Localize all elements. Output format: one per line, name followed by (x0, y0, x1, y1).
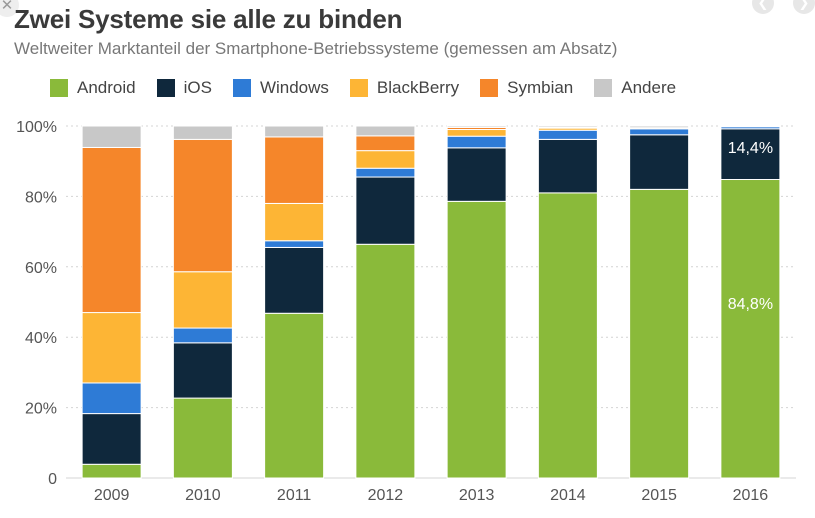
chart-title: Zwei Systeme sie alle zu binden (14, 4, 403, 34)
bar-segment-andere-2012 (355, 125, 416, 137)
bar-segment-windows-2015 (629, 128, 690, 136)
bar-segment-android-2010 (172, 397, 233, 479)
bar-segment-ios-2011 (264, 246, 325, 314)
x-tick-label: 2009 (94, 487, 130, 504)
bar-segment-android-2013 (446, 200, 507, 479)
legend-item-symbian: Symbian (480, 78, 573, 98)
x-tick-label: 2016 (733, 487, 769, 504)
bar-segment-symbian-2011 (264, 136, 325, 204)
bar-segment-andere-2009 (81, 125, 142, 148)
chart-subtitle: Weltweiter Marktanteil der Smartphone-Be… (14, 39, 618, 58)
bar-segment-windows-2012 (355, 167, 416, 178)
bar-segment-ios-2014 (537, 138, 598, 194)
bar-segment-andere-2013 (446, 125, 507, 128)
x-tick-label: 2011 (277, 487, 312, 504)
y-tick-label: 0 (48, 471, 57, 488)
legend-swatch (156, 79, 175, 97)
bar-segment-ios-2015 (629, 134, 690, 190)
legend-label: Andere (621, 78, 677, 97)
legend-label: BlackBerry (376, 78, 460, 97)
legend-label: Symbian (507, 78, 574, 97)
y-tick-label: 40% (25, 330, 57, 347)
legend-swatch (594, 79, 613, 97)
bar-segment-symbian-2009 (81, 146, 142, 314)
bar-segment-blackberry-2009 (81, 312, 142, 384)
legend-label: Windows (259, 78, 329, 97)
legend-item-blackberry: BlackBerry (349, 78, 460, 98)
bar-segment-symbian-2010 (172, 138, 233, 273)
bar-segment-blackberry-2012 (355, 150, 416, 169)
bar-segment-windows-2011 (264, 240, 325, 248)
chart-legend: Android iOS Windows BlackBerry Symbian Andere (50, 78, 697, 98)
bar-segment-windows-2013 (446, 135, 507, 149)
bar-segment-ios-2013 (446, 147, 507, 202)
bar-segment-android-2015 (629, 188, 690, 479)
legend-swatch (349, 79, 368, 97)
legend-swatch (232, 79, 251, 97)
y-tick-label: 80% (25, 189, 57, 206)
bar-segment-android-2011 (264, 312, 325, 479)
legend-swatch (480, 79, 499, 97)
data-label: 84,8% (728, 296, 773, 313)
x-tick-label: 2015 (641, 487, 677, 504)
legend-item-windows: Windows (232, 78, 329, 98)
bar-segment-blackberry-2011 (264, 202, 325, 242)
legend-item-android: Android (50, 78, 136, 98)
bar-segment-android-2014 (537, 192, 598, 479)
legend-label: Android (77, 78, 136, 97)
bar-segment-andere-2011 (264, 125, 325, 138)
x-tick-label: 2013 (459, 487, 495, 504)
bar-segment-blackberry-2013 (446, 129, 507, 137)
chevron-right-icon[interactable]: ❯ (793, 0, 815, 14)
bar-segment-windows-2014 (537, 129, 598, 140)
x-tick-label: 2014 (550, 487, 586, 504)
bar-segment-windows-2009 (81, 382, 142, 415)
legend-item-ios: iOS (156, 78, 212, 98)
bar-segment-blackberry-2010 (172, 271, 233, 329)
bar-segment-android-2012 (355, 243, 416, 479)
bar-segment-andere-2015 (629, 125, 690, 129)
y-tick-label: 60% (25, 260, 57, 277)
x-tick-label: 2012 (368, 487, 404, 504)
legend-label: iOS (183, 78, 212, 97)
bar-segment-android-2016 (720, 179, 781, 479)
data-label: 14,4% (728, 140, 773, 157)
bar-segment-andere-2014 (537, 125, 598, 128)
close-icon[interactable]: ✕ (0, 0, 19, 17)
bar-segment-ios-2010 (172, 342, 233, 399)
chevron-left-icon[interactable]: ❮ (752, 0, 774, 14)
y-tick-label: 20% (25, 401, 57, 418)
bar-segment-symbian-2012 (355, 135, 416, 152)
y-tick-label: 100% (16, 119, 57, 136)
bar-segment-windows-2010 (172, 327, 233, 344)
bar-segment-ios-2012 (355, 176, 416, 245)
bar-segment-ios-2009 (81, 413, 142, 465)
x-tick-label: 2010 (185, 487, 221, 504)
legend-item-andere: Andere (594, 78, 676, 98)
bar-segment-andere-2010 (172, 125, 233, 140)
bar-segment-android-2009 (81, 463, 142, 479)
legend-swatch (50, 79, 68, 97)
